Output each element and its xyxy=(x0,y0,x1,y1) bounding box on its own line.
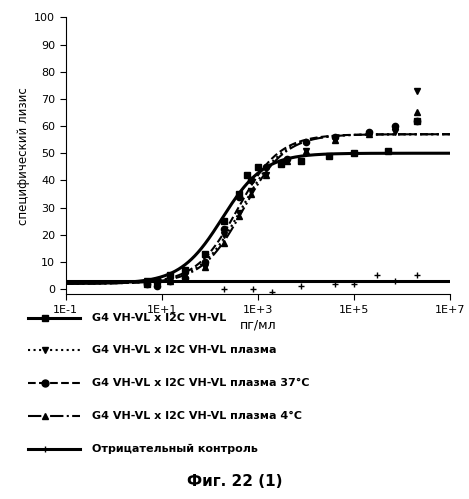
Text: Отрицательный контроль: Отрицательный контроль xyxy=(92,444,258,454)
Text: G4 VH-VL x I2C VH-VL: G4 VH-VL x I2C VH-VL xyxy=(92,312,227,322)
Text: Фиг. 22 (1): Фиг. 22 (1) xyxy=(187,474,282,489)
Text: G4 VH-VL x I2C VH-VL плазма 37°C: G4 VH-VL x I2C VH-VL плазма 37°C xyxy=(92,378,310,388)
X-axis label: пг/мл: пг/мл xyxy=(240,319,276,332)
Text: G4 VH-VL x I2C VH-VL плазма: G4 VH-VL x I2C VH-VL плазма xyxy=(92,345,277,355)
Y-axis label: специфический лизис: специфический лизис xyxy=(17,87,30,225)
Text: G4 VH-VL x I2C VH-VL плазма 4°C: G4 VH-VL x I2C VH-VL плазма 4°C xyxy=(92,411,303,421)
